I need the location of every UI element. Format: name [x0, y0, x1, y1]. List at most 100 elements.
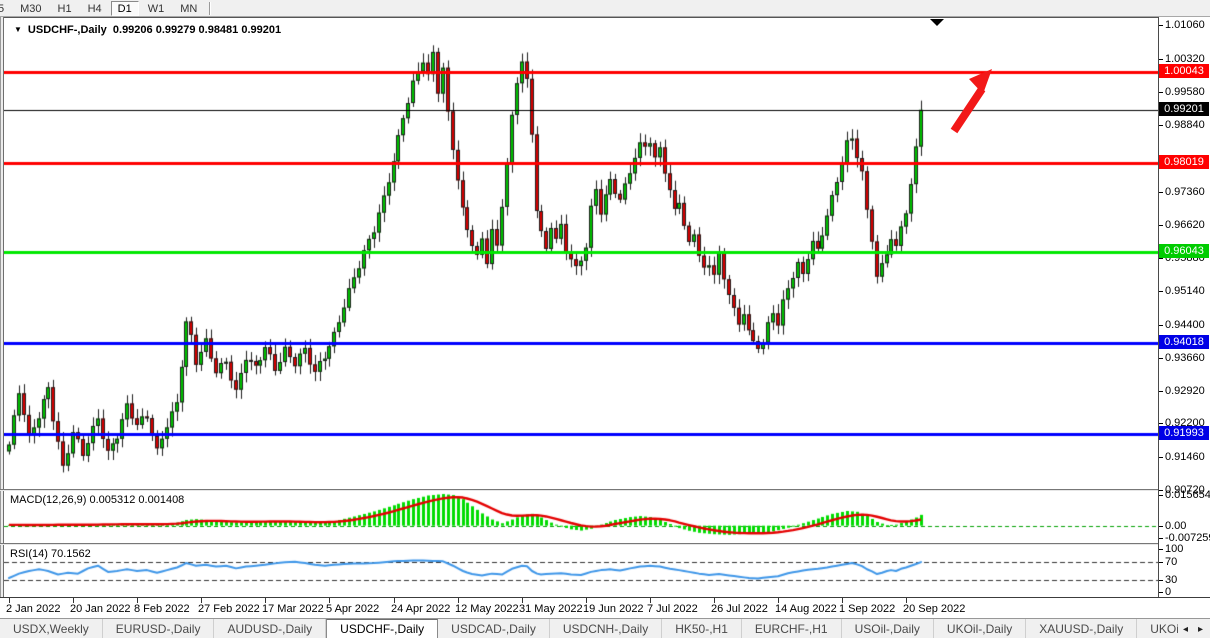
price-level-badge: 0.91993 [1159, 425, 1209, 440]
timeframe-button-5[interactable]: 5 [0, 1, 11, 16]
axis-tick-mark [1159, 224, 1163, 226]
time-tick-label: 1 Sep 2022 [839, 603, 896, 615]
macd-axis-label: 0.00 [1159, 520, 1186, 532]
rsi-canvas[interactable] [4, 545, 1158, 597]
timeframe-button-m30[interactable]: M30 [20, 2, 42, 15]
timeframe-button-w1[interactable]: W1 [147, 2, 165, 15]
chart-tab-usdx-weekly[interactable]: USDX,Weekly [0, 619, 103, 638]
time-axis[interactable]: 2 Jan 2022 20 Jan 2022 8 Feb 2022 27 Feb 20… [0, 597, 1210, 618]
price-tick-label: 0.91460 [1159, 451, 1205, 463]
axis-tick-mark [1159, 538, 1163, 539]
time-tick-mark [9, 598, 10, 603]
tab-scroll-arrows: ◂ ▸ [1177, 619, 1208, 638]
up-arrow-annotation[interactable] [942, 63, 1004, 141]
tab-scroll-right-icon[interactable]: ▸ [1197, 623, 1203, 635]
price-tick-label: 0.99580 [1159, 86, 1205, 98]
time-tick-mark [329, 598, 330, 603]
time-tick-mark [73, 598, 74, 603]
time-tick-mark [458, 598, 459, 603]
macd-axis-label: 0.015654 [1159, 489, 1210, 501]
timeframe-button-h4[interactable]: H4 [87, 2, 102, 15]
axis-tick-mark [1159, 592, 1163, 593]
timeframe-button-d1[interactable]: D1 [110, 0, 139, 16]
chart-tab-ukoil-daily[interactable]: UKOil-,Daily [934, 619, 1027, 638]
chart-tab-usdcnh-daily[interactable]: USDCNH-,Daily [550, 619, 663, 638]
price-tick-label: 0.98840 [1159, 119, 1205, 131]
timeframe-button-mn[interactable]: MN [180, 2, 198, 15]
chevron-down-icon[interactable]: ▼ [14, 25, 22, 34]
axis-tick-mark [1159, 456, 1163, 458]
price-level-badge: 0.94018 [1159, 334, 1209, 349]
chart-tab-usdcad-daily[interactable]: USDCAD-,Daily [438, 619, 550, 638]
chart-tab-xauusd-daily[interactable]: XAUUSD-,Daily [1026, 619, 1138, 638]
price-chart-canvas[interactable] [4, 18, 1158, 490]
rsi-axis-label: 70 [1159, 556, 1177, 568]
price-tick-label: 0.90720 [1159, 484, 1205, 496]
chart-tab-eurchf-h1[interactable]: EURCHF-,H1 [742, 619, 842, 638]
chart-tab-eurusd-daily[interactable]: EURUSD-,Daily [103, 619, 215, 638]
price-level-badge: 0.98019 [1159, 154, 1209, 169]
time-tick-mark [586, 598, 587, 603]
axis-tick-mark [1159, 125, 1163, 127]
axis-tick-mark [1159, 191, 1163, 193]
time-tick-label: 8 Feb 2022 [134, 603, 190, 615]
current-price-badge: 0.99201 [1159, 101, 1209, 116]
time-tick-label: 17 Mar 2022 [262, 603, 324, 615]
axis-tick-mark [1159, 525, 1163, 527]
time-tick-mark [201, 598, 202, 603]
time-tick-mark [394, 598, 395, 603]
macd-axis-label: -0.007259 [1159, 532, 1210, 544]
rsi-pane: RSI(14) 70.1562 [4, 545, 1158, 597]
axis-tick-mark [1159, 489, 1163, 491]
pane-splitter[interactable] [0, 543, 1210, 545]
time-tick-label: 5 Apr 2022 [326, 603, 380, 615]
axis-tick-mark [1159, 91, 1163, 93]
price-axis[interactable]: 1.01060 1.00320 0.99580 0.98840 0.97360 0.966… [1158, 17, 1210, 598]
axis-tick-mark [1159, 391, 1163, 393]
axis-tick-mark [1159, 549, 1163, 550]
window-left-frame [0, 17, 4, 618]
price-tick-label: 0.95140 [1159, 285, 1205, 297]
macd-values: 0.005312 0.001408 [89, 494, 185, 506]
time-tick-label: 12 May 2022 [455, 603, 519, 615]
rsi-label: RSI(14) 70.1562 [10, 548, 91, 560]
axis-tick-mark [1159, 258, 1163, 260]
time-tick-label: 19 Jun 2022 [583, 603, 644, 615]
price-tick-label: 0.97360 [1159, 186, 1205, 198]
price-tick-label: 0.93660 [1159, 352, 1205, 364]
time-tick-label: 14 Aug 2022 [775, 603, 837, 615]
axis-tick-mark [1159, 495, 1163, 496]
chart-tab-usoil-daily[interactable]: USOil-,Daily [842, 619, 934, 638]
chart-ohlc-values: 0.99206 0.99279 0.98481 0.99201 [112, 24, 282, 36]
time-tick-mark [522, 598, 523, 603]
time-tick-mark [265, 598, 266, 603]
price-level-badge: 1.00043 [1159, 64, 1209, 78]
tab-scroll-left-icon[interactable]: ◂ [1182, 623, 1188, 635]
timeframe-toolbar: 5 M30 H1 H4 D1 W1 MN [0, 0, 1210, 17]
axis-tick-mark [1159, 324, 1163, 326]
time-tick-label: 26 Jul 2022 [711, 603, 768, 615]
time-tick-mark [650, 598, 651, 603]
axis-tick-mark [1159, 423, 1163, 425]
chart-title: ▼ USDCHF-,Daily 0.99206 0.99279 0.98481 0… [14, 24, 281, 36]
chart-tabs-bar: USDX,Weekly EURUSD-,Daily AUDUSD-,Daily USD… [0, 618, 1210, 638]
time-tick-mark [906, 598, 907, 603]
time-tick-label: 7 Jul 2022 [647, 603, 698, 615]
price-tick-label: 0.92920 [1159, 385, 1205, 397]
axis-tick-mark [1159, 579, 1163, 581]
time-tick-label: 31 May 2022 [519, 603, 583, 615]
timeframe-button-h1[interactable]: H1 [57, 2, 72, 15]
price-level-badge: 0.96043 [1159, 243, 1209, 258]
macd-canvas[interactable] [4, 491, 1158, 543]
pane-splitter[interactable] [0, 489, 1210, 491]
macd-label: MACD(12,26,9) 0.005312 0.001408 [10, 494, 185, 506]
time-tick-mark [137, 598, 138, 603]
time-tick-label: 24 Apr 2022 [391, 603, 451, 615]
price-chart-pane: ▼ USDCHF-,Daily 0.99206 0.99279 0.98481 0… [4, 17, 1158, 490]
chart-tab-usdchf-daily[interactable]: USDCHF-,Daily [326, 619, 439, 638]
chart-shift-marker-icon[interactable] [930, 19, 944, 26]
axis-tick-mark [1159, 562, 1163, 564]
chart-tab-hk50-h1[interactable]: HK50-,H1 [662, 619, 742, 638]
chart-tab-audusd-daily[interactable]: AUDUSD-,Daily [214, 619, 327, 638]
